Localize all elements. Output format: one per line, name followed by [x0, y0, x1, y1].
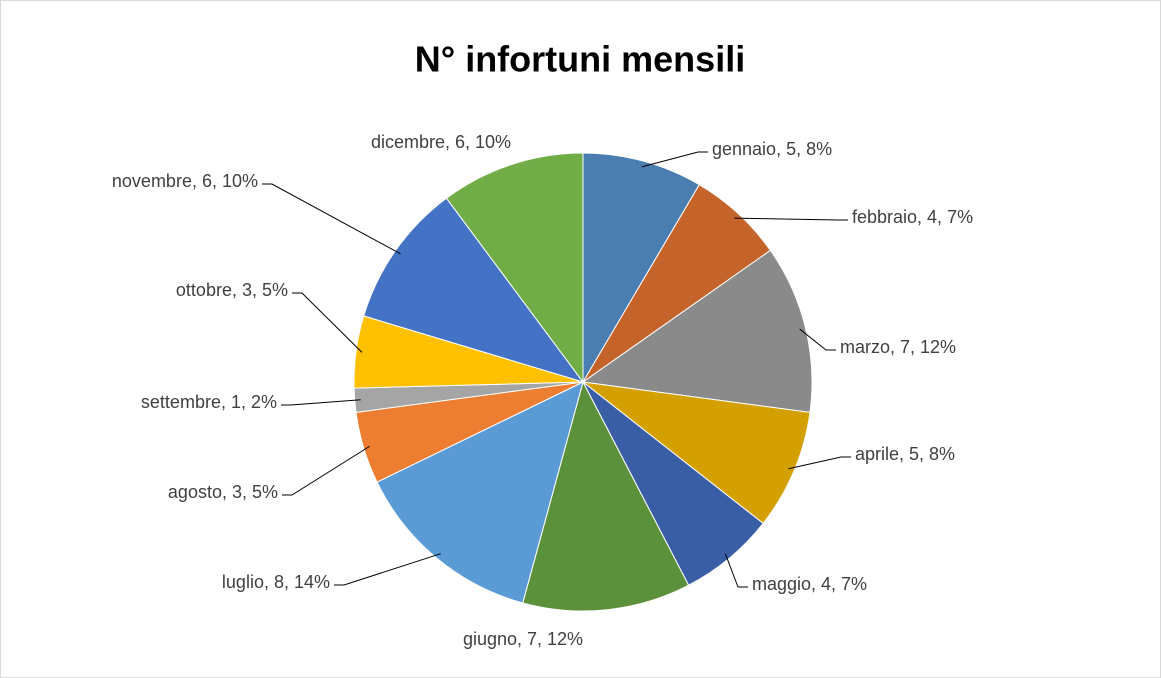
data-label: marzo, 7, 12% — [840, 337, 956, 357]
data-label: dicembre, 6, 10% — [371, 132, 511, 152]
data-label: aprile, 5, 8% — [855, 444, 955, 464]
leader-line — [292, 292, 363, 353]
pie-slice: marzo — [581, 249, 813, 413]
data-label: agosto, 3, 5% — [168, 482, 278, 502]
leader-line — [334, 553, 441, 586]
data-label: giugno, 7, 12% — [463, 629, 583, 649]
pie-slice: gennaio — [582, 152, 700, 384]
leader-line — [799, 328, 836, 351]
data-label: novembre, 6, 10% — [112, 171, 258, 191]
leader-line — [281, 399, 361, 406]
pie-slice: giugno — [522, 380, 690, 612]
data-label: gennaio, 5, 8% — [712, 139, 832, 159]
data-label: settembre, 1, 2% — [141, 392, 277, 412]
data-label: luglio, 8, 14% — [222, 572, 330, 592]
leader-line — [788, 456, 851, 470]
leader-line — [724, 553, 748, 588]
data-label: febbraio, 4, 7% — [852, 207, 973, 227]
pie-slice: dicembre — [445, 152, 584, 384]
data-label: maggio, 4, 7% — [752, 574, 867, 594]
leader-line — [641, 151, 708, 168]
leader-line — [734, 217, 848, 221]
data-label: ottobre, 3, 5% — [176, 280, 288, 300]
chart-title: N° infortuni mensili — [415, 39, 745, 80]
pie-slice: novembre — [363, 197, 585, 383]
leader-line — [262, 183, 401, 255]
pie-slice: aprile — [581, 381, 811, 525]
leader-line — [282, 445, 370, 496]
pie-slice: luglio — [376, 381, 584, 604]
